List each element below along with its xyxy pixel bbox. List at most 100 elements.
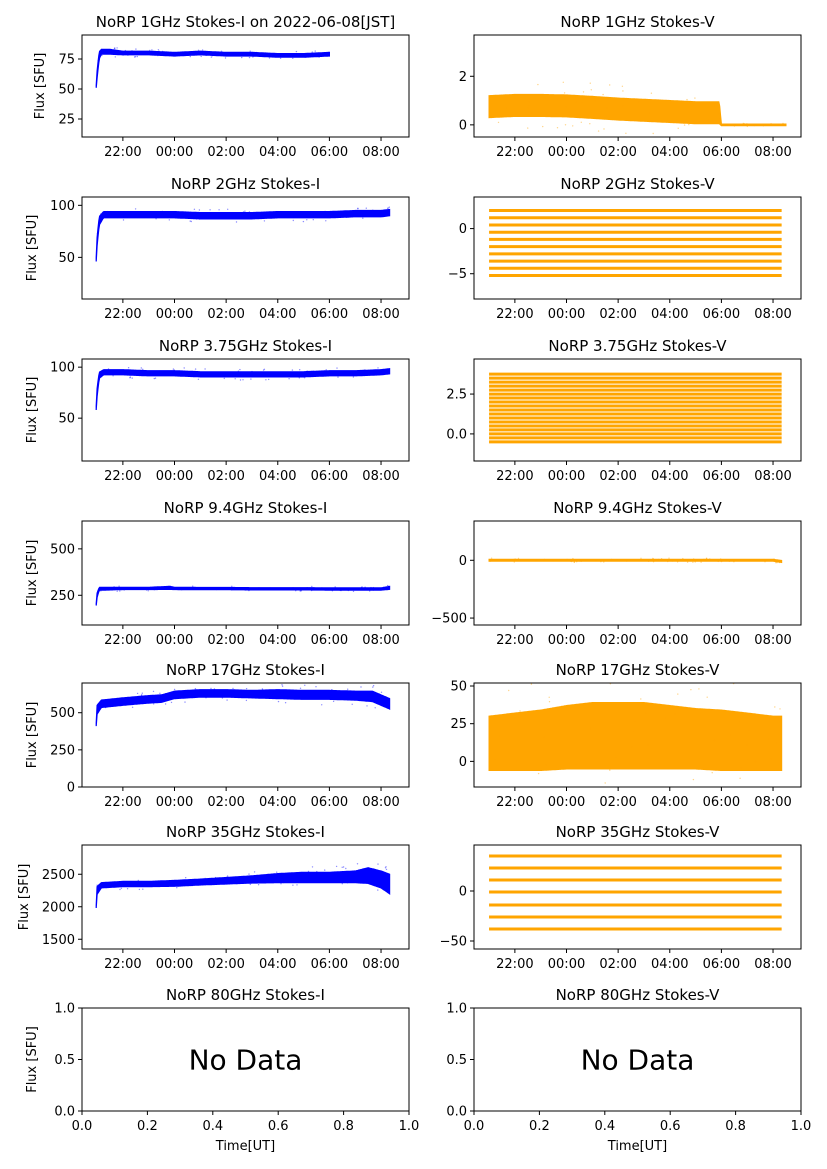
data-point	[277, 588, 280, 590]
data-point	[115, 586, 117, 589]
data-point	[235, 882, 238, 885]
data-point	[373, 210, 376, 213]
data-point	[779, 561, 781, 563]
data-series	[95, 863, 391, 909]
y-tick-label: −5	[448, 267, 467, 282]
x-tick-label: 04:00	[651, 957, 688, 972]
data-point	[199, 214, 201, 216]
data-point	[145, 53, 148, 55]
data-point	[713, 739, 716, 742]
data-point	[560, 559, 562, 561]
x-tick-label: 22:00	[104, 795, 141, 810]
data-point	[111, 703, 113, 705]
data-point	[153, 703, 155, 705]
data-point	[236, 54, 238, 56]
data-point	[263, 368, 266, 370]
data-point	[325, 220, 327, 222]
data-point	[224, 57, 227, 59]
data-point	[582, 91, 585, 93]
x-tick-label: 0.8	[725, 1119, 746, 1134]
data-point	[652, 558, 654, 560]
data-point	[746, 125, 748, 128]
data-point	[306, 587, 308, 589]
data-point	[318, 56, 320, 58]
data-point	[112, 375, 114, 377]
data-point	[779, 708, 781, 710]
data-point	[609, 84, 611, 86]
data-point	[778, 559, 780, 561]
data-point	[119, 701, 121, 703]
x-tick-label: 02:00	[207, 307, 244, 322]
data-point	[164, 703, 167, 705]
data-point	[193, 52, 195, 54]
data-point	[291, 587, 293, 589]
x-tick-label: 22:00	[496, 633, 533, 648]
data-point	[505, 107, 507, 109]
data-point	[299, 373, 301, 375]
data-series	[95, 206, 391, 262]
data-point	[276, 871, 278, 873]
x-tick-label: 0.2	[137, 1119, 158, 1134]
data-point	[337, 694, 339, 696]
data-point	[711, 772, 713, 774]
y-tick-label: 0	[459, 885, 467, 900]
data-point	[366, 705, 368, 707]
y-axis-label: Flux [SFU]	[25, 377, 40, 444]
data-point	[183, 374, 186, 376]
data-point	[104, 588, 106, 590]
data-point	[372, 589, 375, 591]
data-point	[237, 370, 240, 372]
panel-35ghz-i: NoRP 35GHz Stokes-I 22:00 00:00 02:00 04:00 0…	[17, 823, 410, 972]
data-point	[199, 879, 201, 882]
data-point	[560, 559, 562, 561]
data-point	[525, 112, 527, 114]
y-tick-label: 2000	[42, 900, 75, 915]
data-point	[239, 368, 241, 371]
data-point	[129, 376, 131, 378]
x-tick-label: 08:00	[362, 957, 399, 972]
data-point	[277, 373, 279, 376]
data-point	[321, 587, 323, 589]
data-point	[570, 560, 573, 563]
x-tick-label: 08:00	[362, 633, 399, 648]
y-tick-label: 0.0	[446, 1105, 467, 1120]
data-point	[262, 369, 265, 371]
data-point	[161, 50, 164, 53]
data-point	[606, 107, 608, 109]
data-point	[381, 212, 383, 214]
data-point	[234, 378, 236, 380]
data-point	[104, 588, 106, 590]
x-tick-label: 0.0	[72, 1119, 93, 1134]
y-tick-label: 75	[58, 53, 75, 68]
x-tick-label: 02:00	[207, 633, 244, 648]
data-point	[616, 559, 618, 561]
data-point	[580, 121, 582, 124]
data-point	[244, 589, 246, 591]
data-point	[694, 561, 696, 563]
axes-frame	[81, 34, 410, 138]
data-point	[352, 376, 355, 378]
data-point	[513, 561, 515, 563]
data-point	[296, 884, 298, 886]
data-point	[322, 588, 325, 590]
y-tick-label: 50	[450, 680, 467, 695]
data-point	[528, 104, 531, 107]
data-point	[147, 590, 149, 592]
data-point	[513, 558, 515, 560]
y-tick-label: 250	[50, 743, 75, 758]
data-point	[266, 692, 268, 694]
no-data-annotation: No Data	[189, 1044, 303, 1077]
data-point	[625, 132, 627, 134]
data-point	[746, 744, 748, 746]
x-tick-label: 04:00	[259, 469, 296, 484]
data-point	[738, 720, 741, 723]
data-point	[594, 99, 596, 102]
data-point	[349, 587, 351, 590]
data-point	[197, 49, 200, 51]
data-point	[123, 589, 126, 591]
data-point	[347, 589, 349, 592]
x-tick-label: 00:00	[548, 307, 585, 322]
data-point	[615, 757, 617, 759]
data-point	[684, 559, 687, 562]
data-point	[252, 55, 254, 57]
